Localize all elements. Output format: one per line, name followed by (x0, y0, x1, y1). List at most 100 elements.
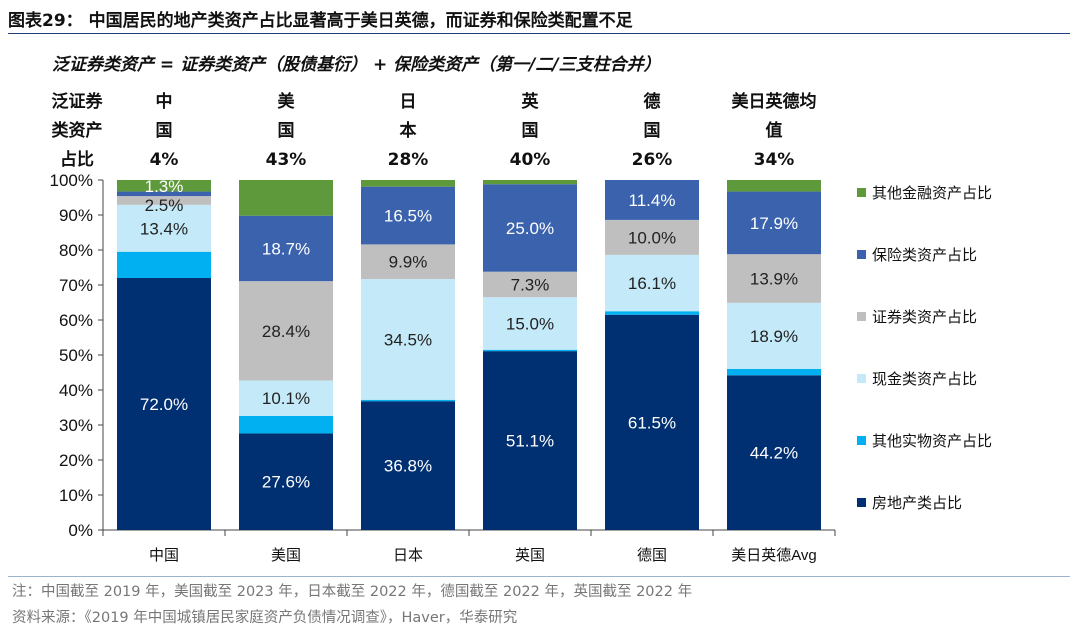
source-text: 资料来源：《2019 年中国城镇居民家庭资产负债情况调查》，Haver，华泰研究 (12, 610, 518, 626)
y-tick-label: 70% (59, 276, 93, 295)
data-label: 18.9% (750, 327, 798, 346)
bar-segment (117, 251, 211, 278)
share-value: 28% (387, 150, 429, 170)
country-name-line: 美 (277, 92, 295, 112)
legend-swatch (857, 498, 866, 507)
share-column: 英国 40% (482, 88, 578, 175)
legend-swatch (857, 188, 866, 197)
bar-segment (483, 271, 577, 298)
y-tick-label: 20% (59, 451, 93, 470)
bar-segment (117, 204, 211, 252)
bar-segment (483, 180, 577, 185)
bar-segment (361, 180, 455, 187)
legend-label: 房地产类占比 (872, 495, 962, 512)
legend-swatch (857, 250, 866, 259)
data-label: 17.9% (750, 214, 798, 233)
row-label-line: 泛证券 (51, 92, 103, 112)
share-column: 德国 26% (604, 88, 700, 175)
data-label: 51.1% (506, 432, 554, 451)
share-column: 美国 43% (238, 88, 334, 175)
legend-label: 保险类资产占比 (872, 247, 977, 264)
formula-subtitle: 泛证券类资产 = 证券类资产（股债基衍） + 保险类资产（第一/二/三支柱合并） (52, 55, 661, 75)
share-row-label: 泛证券 类资产 占比 (44, 88, 110, 175)
bar-segment (727, 375, 821, 530)
legend-swatch (857, 436, 866, 445)
legend-label: 其他金融资产占比 (872, 185, 992, 202)
x-tick-label: 美国 (271, 547, 301, 564)
data-label: 11.4% (629, 191, 676, 210)
share-value: 34% (753, 150, 795, 170)
y-tick-label: 60% (59, 311, 93, 330)
bar-segment (239, 415, 333, 434)
figure-title: 图表29： 中国居民的地产类资产占比显著高于美日英德，而证券和保险类配置不足 (8, 11, 633, 31)
bar-segment (727, 191, 821, 255)
x-tick-label: 中国 (149, 547, 179, 564)
y-tick-label: 0% (68, 521, 93, 540)
legend-label: 其他实物资产占比 (872, 433, 992, 450)
x-tick-label: 德国 (637, 546, 667, 564)
bar-segment (727, 302, 821, 369)
country-name-line: 日 (399, 92, 417, 112)
bar-segment (361, 399, 455, 402)
data-label: 28.4% (262, 322, 310, 341)
data-label: 9.9% (389, 253, 428, 272)
legend-label: 证券类资产占比 (872, 309, 977, 326)
bar-segment (361, 244, 455, 280)
bar-segment (239, 215, 333, 282)
bar-segment (239, 180, 333, 216)
country-name-line: 中 (155, 92, 173, 112)
share-value: 4% (149, 150, 179, 170)
bar-segment (483, 297, 577, 350)
bar-segment (117, 191, 211, 197)
country-name-line: 国 (643, 121, 661, 141)
x-tick-label: 英国 (515, 546, 545, 564)
x-tick-label: 日本 (393, 547, 423, 564)
bar-segment (727, 254, 821, 303)
bar-segment (239, 433, 333, 530)
country-name-line: 国 (277, 121, 295, 141)
bar-segment (605, 219, 699, 255)
country-name-line: 德 (643, 92, 661, 112)
y-tick-label: 90% (59, 206, 93, 225)
data-label: 10.1% (262, 389, 310, 408)
data-label: 7.3% (511, 275, 550, 294)
share-column: 美日英德均值 34% (726, 88, 822, 175)
data-label: 2.5% (145, 196, 184, 215)
footer-divider (8, 576, 1070, 577)
data-label: 13.4% (140, 219, 188, 238)
y-tick-label: 30% (59, 416, 93, 435)
bar-segment (727, 180, 821, 192)
bar-segment (361, 279, 455, 400)
y-tick-label: 50% (59, 346, 93, 365)
data-label: 25.0% (506, 219, 554, 238)
y-tick-label: 40% (59, 381, 93, 400)
country-name-line: 值 (765, 121, 783, 141)
data-label: 15.0% (506, 315, 554, 334)
y-tick-label: 80% (59, 241, 93, 260)
data-label: 18.7% (262, 239, 310, 258)
bar-segment (361, 186, 455, 245)
country-name-line: 国 (521, 121, 539, 141)
data-label: 44.2% (750, 444, 798, 463)
share-value: 40% (509, 150, 551, 170)
bar-segment (605, 311, 699, 315)
data-label: 16.5% (384, 207, 432, 226)
y-tick-label: 100% (50, 171, 93, 190)
country-name-line: 本 (399, 121, 417, 141)
data-label: 13.9% (750, 270, 798, 289)
bar-segment (239, 380, 333, 416)
legend-label: 现金类资产占比 (872, 371, 977, 388)
share-column: 中国 4% (116, 88, 212, 175)
bar-segment (361, 401, 455, 530)
row-label-line: 占比 (60, 150, 94, 170)
title-divider (8, 33, 1070, 34)
bar-segment (483, 184, 577, 272)
share-value: 43% (265, 150, 307, 170)
x-tick-label: 美日英德Avg (731, 546, 817, 564)
bar-segment (239, 281, 333, 381)
legend-swatch (857, 374, 866, 383)
bar-segment (605, 180, 699, 220)
bar-segment (483, 349, 577, 352)
data-label: 10.0% (628, 228, 676, 247)
